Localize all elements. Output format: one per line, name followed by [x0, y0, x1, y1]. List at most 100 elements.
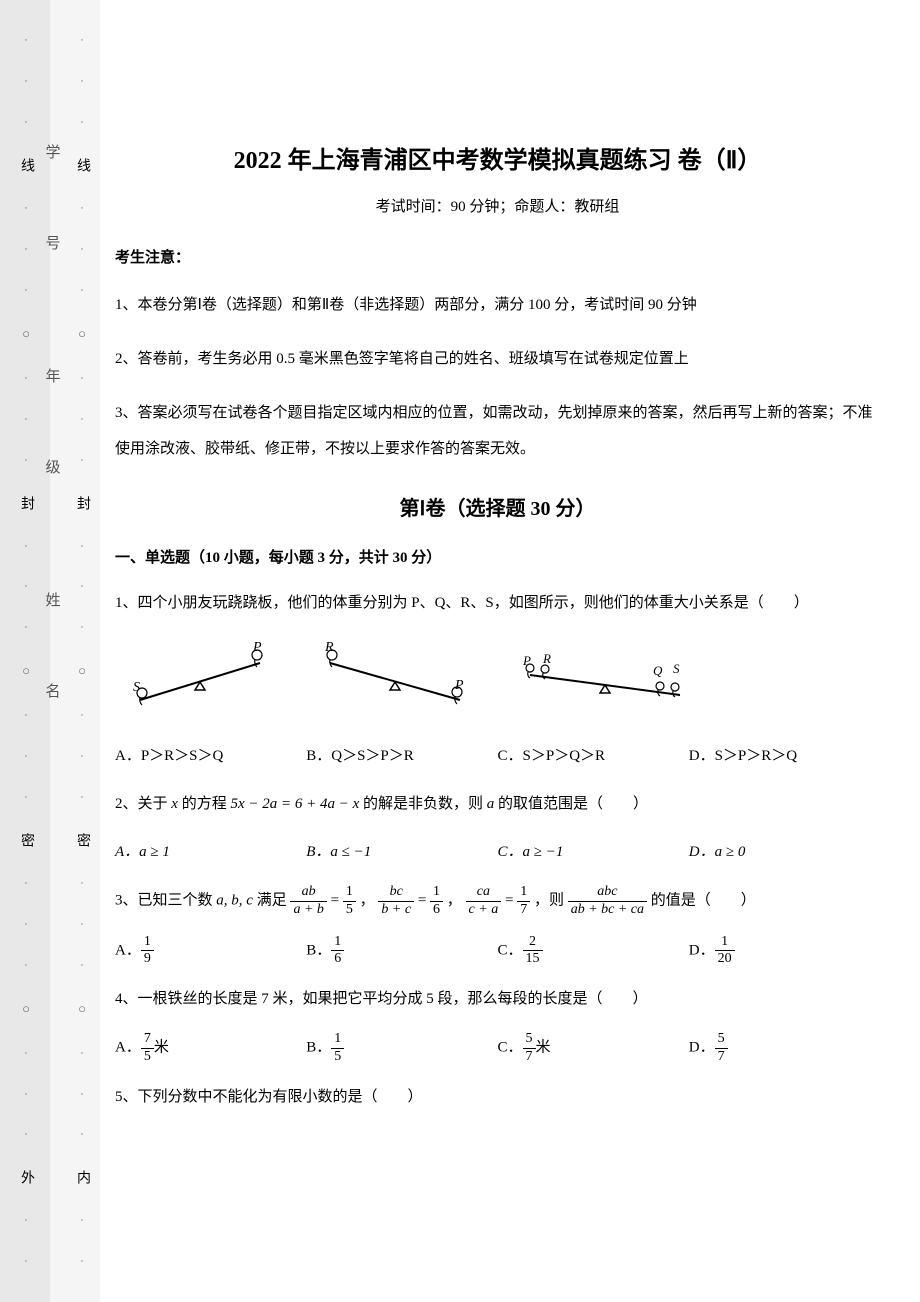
q2-choice-d: D．a ≥ 0 — [689, 836, 880, 869]
q4-choice-c: C．57米 — [498, 1031, 689, 1066]
binding-outer-column: ··· 线 ··· ○ ··· 封 ··· ○ ··· 密 ··· ○ ··· … — [14, 0, 38, 1302]
q3-stem: 3、已知三个数 a, b, c 满足 aba + b = 15 ， bcb + … — [115, 884, 880, 919]
q3-a-den: 9 — [141, 951, 154, 968]
q3-then: ，则 — [534, 893, 564, 909]
q4-c-label: C． — [498, 1040, 523, 1056]
q4-a-num: 7 — [141, 1031, 154, 1049]
svg-text:R: R — [542, 651, 551, 666]
q4-d-num: 5 — [715, 1031, 728, 1049]
q2-prefix: 2、关于 — [115, 796, 168, 812]
binding-char-nei: 内 — [72, 1170, 92, 1184]
note-2: 2、答卷前，考生务必用 0.5 毫米黑色签字笔将自己的姓名、班级填写在试卷规定位… — [115, 341, 880, 377]
q3-c-den: 15 — [523, 951, 543, 968]
exam-subtitle: 考试时间：90 分钟；命题人：教研组 — [115, 195, 880, 216]
side-labels: 学 号 年 级 姓 名 — [40, 0, 64, 1302]
q2-var-a: a — [487, 796, 495, 812]
q4-a-den: 5 — [141, 1049, 154, 1066]
q3-f1-den: a + b — [290, 902, 326, 919]
q2-suffix2: 的取值范围是（ ） — [498, 796, 648, 812]
q3-prefix: 3、已知三个数 — [115, 893, 213, 909]
q3-f4-den: ab + bc + ca — [568, 902, 647, 919]
svg-text:P: P — [252, 640, 262, 655]
subsection-1: 一、单选题（10 小题，每小题 3 分，共计 30 分） — [115, 546, 880, 567]
notice-heading: 考生注意： — [115, 246, 880, 267]
seesaw-2: R P — [315, 635, 475, 715]
q4-a-unit: 米 — [154, 1040, 169, 1056]
q3-d-den: 20 — [715, 951, 735, 968]
q4-b-num: 1 — [331, 1031, 344, 1049]
q2-equation: 5x − 2a = 6 + 4a − x — [230, 796, 359, 812]
q3-choices: A．19 B．16 C．215 D．120 — [115, 934, 880, 969]
q3-choice-c: C．215 — [498, 934, 689, 969]
q3-b-den: 6 — [331, 951, 344, 968]
q3-c-label: C． — [498, 942, 523, 958]
q4-d-den: 7 — [715, 1049, 728, 1066]
q3-d-num: 1 — [715, 934, 735, 952]
svg-text:P: P — [454, 678, 464, 693]
q3-f3-eq-den: 7 — [517, 902, 530, 919]
svg-text:R: R — [324, 640, 334, 655]
q2-stem: 2、关于 x 的方程 5x − 2a = 6 + 4a − x 的解是非负数，则… — [115, 788, 880, 821]
binding-inner-column: ··· 线 ··· ○ ··· 封 ··· ○ ··· 密 ··· ○ ··· … — [70, 0, 94, 1302]
q3-a-num: 1 — [141, 934, 154, 952]
seesaw-figures: S P R P — [125, 635, 880, 715]
content-area: 2022 年上海青浦区中考数学模拟真题练习 卷（Ⅱ） 考试时间：90 分钟；命题… — [100, 0, 920, 1302]
binding-char-feng2: 封 — [72, 496, 92, 510]
q4-stem: 4、一根铁丝的长度是 7 米，如果把它平均分成 5 段，那么每段的长度是（ ） — [115, 983, 880, 1016]
q3-b-label: B． — [306, 942, 331, 958]
exam-page: ··· 线 ··· ○ ··· 封 ··· ○ ··· 密 ··· ○ ··· … — [0, 0, 920, 1302]
q2-choice-c: C．a ≥ −1 — [498, 836, 689, 869]
binding-char-mi2: 密 — [72, 833, 92, 847]
binding-char-feng: 封 — [16, 496, 36, 510]
q1-stem: 1、四个小朋友玩跷跷板，他们的体重分别为 P、Q、R、S，如图所示，则他们的体重… — [115, 587, 880, 620]
q2-choices: A．a ≥ 1 B．a ≤ −1 C．a ≥ −1 D．a ≥ 0 — [115, 836, 880, 869]
q3-f3-den: c + a — [466, 902, 502, 919]
exam-title: 2022 年上海青浦区中考数学模拟真题练习 卷（Ⅱ） — [115, 140, 880, 175]
q3-f1-num: ab — [290, 884, 326, 902]
q5-stem: 5、下列分数中不能化为有限小数的是（ ） — [115, 1081, 880, 1114]
q3-f2-eq-num: 1 — [430, 884, 443, 902]
q1-choice-c: C．S＞P＞Q＞R — [498, 740, 689, 773]
binding-margin: ··· 线 ··· ○ ··· 封 ··· ○ ··· 密 ··· ○ ··· … — [0, 0, 100, 1302]
q3-f2-den: b + c — [378, 902, 414, 919]
q3-sep1: ， — [360, 893, 375, 909]
q3-f2-num: bc — [378, 884, 414, 902]
note-1: 1、本卷分第Ⅰ卷（选择题）和第Ⅱ卷（非选择题）两部分，满分 100 分，考试时间… — [115, 287, 880, 323]
q4-choices: A．75米 B．15 C．57米 D．57 — [115, 1031, 880, 1066]
q4-c-num: 5 — [523, 1031, 536, 1049]
q2-suffix1: 的解是非负数，则 — [363, 796, 483, 812]
q4-c-den: 7 — [523, 1049, 536, 1066]
binding-char-mi: 密 — [16, 833, 36, 847]
q3-c-num: 2 — [523, 934, 543, 952]
q1-choice-a: A．P＞R＞S＞Q — [115, 740, 306, 773]
q4-b-label: B． — [306, 1040, 331, 1056]
q3-choice-b: B．16 — [306, 934, 497, 969]
q3-f3-eq-num: 1 — [517, 884, 530, 902]
q1-choice-d: D．S＞P＞R＞Q — [689, 740, 880, 773]
question-5: 5、下列分数中不能化为有限小数的是（ ） — [115, 1081, 880, 1114]
seesaw-3: P R Q S — [515, 635, 695, 715]
q4-choice-d: D．57 — [689, 1031, 880, 1066]
q3-b-num: 1 — [331, 934, 344, 952]
binding-char-wai: 外 — [16, 1170, 36, 1184]
q3-f1-eq-den: 5 — [343, 902, 356, 919]
q3-mid: 满足 — [257, 893, 287, 909]
q4-choice-a: A．75米 — [115, 1031, 306, 1066]
q2-mid: 的方程 — [182, 796, 227, 812]
q3-sep2: ， — [447, 893, 462, 909]
binding-char-xian: 线 — [16, 158, 36, 172]
q2-choice-b: B．a ≤ −1 — [306, 836, 497, 869]
q1-choice-b: B．Q＞S＞P＞R — [306, 740, 497, 773]
q3-d-label: D． — [689, 942, 715, 958]
label-grade: 年 级 — [42, 368, 63, 504]
svg-text:Q: Q — [653, 663, 663, 678]
q3-choice-a: A．19 — [115, 934, 306, 969]
q2-choice-a: A．a ≥ 1 — [115, 836, 306, 869]
q3-vars: a, b, c — [216, 893, 253, 909]
section-1-title: 第Ⅰ卷（选择题 30 分） — [115, 492, 880, 521]
q4-b-den: 5 — [331, 1049, 344, 1066]
q4-a-label: A． — [115, 1040, 141, 1056]
label-student-id: 学 号 — [42, 144, 63, 280]
q4-choice-b: B．15 — [306, 1031, 497, 1066]
note-3: 3、答案必须写在试卷各个题目指定区域内相应的位置，如需改动，先划掉原来的答案，然… — [115, 395, 880, 467]
